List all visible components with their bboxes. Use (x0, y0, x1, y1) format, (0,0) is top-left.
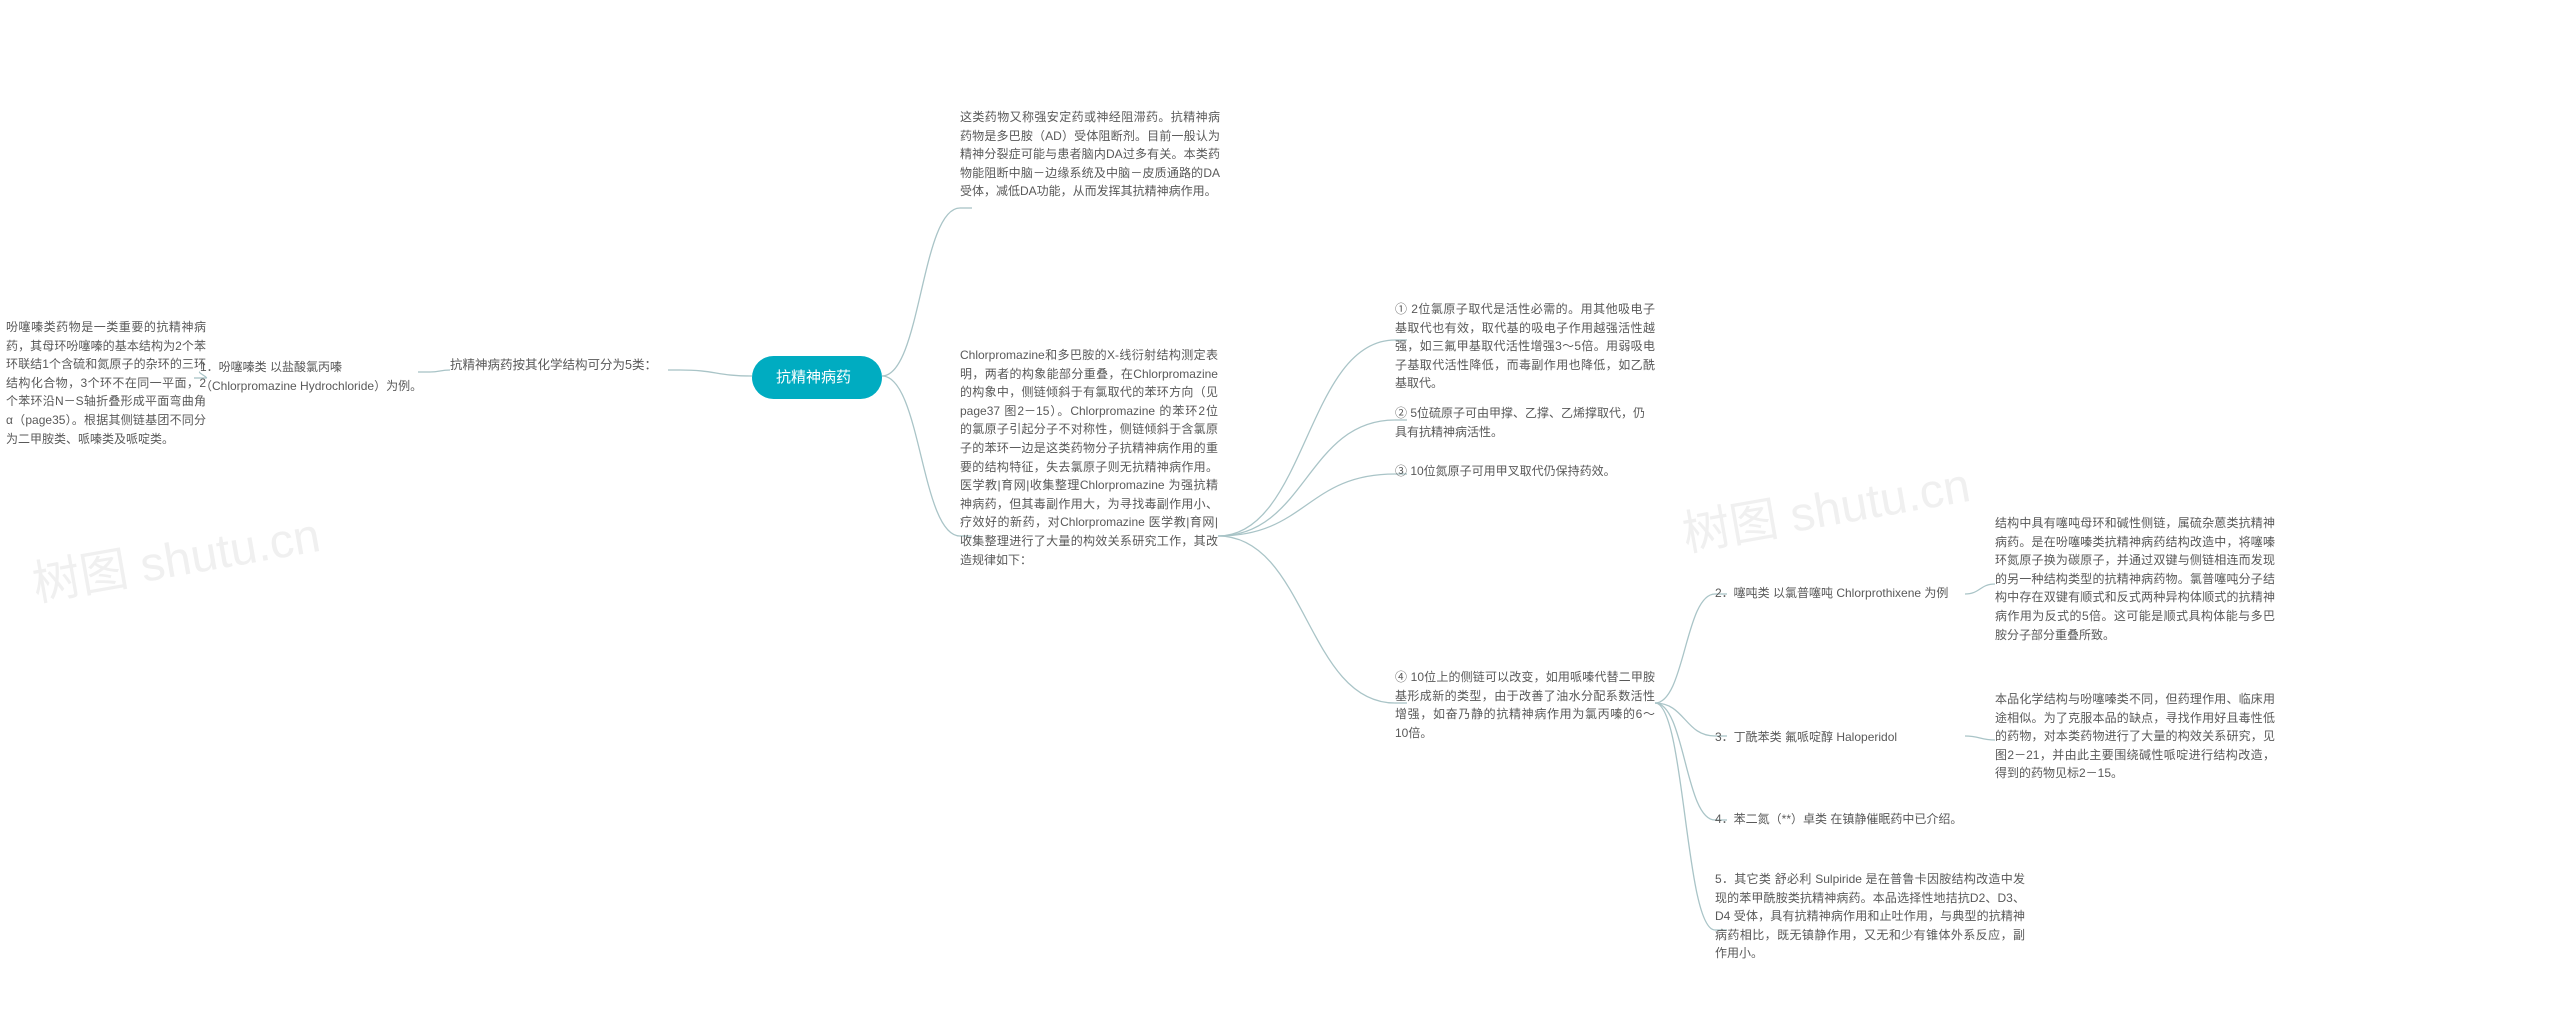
sar-paragraph: Chlorpromazine和多巴胺的X-线衍射结构测定表明，两者的构象能部分重… (960, 346, 1218, 569)
butyrophenone-desc: 本品化学结构与吩噻嗪类不同，但药理作用、临床用途相似。为了克服本品的缺点，寻找作… (1995, 690, 2275, 783)
mindmap-edges (0, 0, 2560, 1013)
intro-paragraph: 这类药物又称强安定药或神经阻滞药。抗精神病药物是多巴胺（AD）受体阻断剂。目前一… (960, 108, 1220, 201)
phenothiazine-description: 吩噻嗪类药物是一类重要的抗精神病药，其母环吩噻嗪的基本结构为2个苯环联结1个含硫… (6, 318, 206, 448)
watermark: 树图 shutu.cn (1676, 445, 1975, 564)
thioxanthene-desc: 结构中具有噻吨母环和碱性侧链，属硫杂蒽类抗精神病药。是在吩噻嗪类抗精神病药结构改… (1995, 514, 2275, 644)
watermark: 树图 shutu.cn (26, 495, 325, 614)
phenothiazine-chlorpromazine: 1．吩噻嗪类 以盐酸氯丙嗪（Chlorpromazine Hydrochlori… (200, 358, 430, 395)
benzodiazepine-branch: 4．苯二氮（**）卓类 在镇静催眠药中已介绍。 (1715, 810, 2015, 829)
center-node[interactable]: 抗精神病药 (752, 356, 882, 399)
five-classes-heading: 抗精神病药按其化学结构可分为5类： (450, 356, 680, 375)
butyrophenone-title: 3．丁酰苯类 氟哌啶醇 Haloperidol (1715, 730, 1897, 744)
thioxanthene-branch: 2．噻吨类 以氯普噻吨 Chlorprothixene 为例 (1715, 584, 1965, 603)
sar-rule-4: ④ 10位上的侧链可以改变，如用哌嗪代替二甲胺基形成新的类型，由于改善了油水分配… (1395, 668, 1655, 742)
butyrophenone-branch: 3．丁酰苯类 氟哌啶醇 Haloperidol (1715, 728, 1965, 747)
sar-rule-3: ③ 10位氮原子可用甲叉取代仍保持药效。 (1395, 462, 1645, 481)
sar-rule-1: ① 2位氯原子取代是活性必需的。用其他吸电子基取代也有效，取代基的吸电子作用越强… (1395, 300, 1655, 393)
other-sulpiride-branch: 5．其它类 舒必利 Sulpiride 是在普鲁卡因胺结构改造中发现的苯甲酰胺类… (1715, 870, 2025, 963)
thioxanthene-title: 2．噻吨类 以氯普噻吨 Chlorprothixene 为例 (1715, 586, 1948, 600)
sar-rule-2: ② 5位硫原子可由甲撑、乙撑、乙烯撑取代，仍具有抗精神病活性。 (1395, 404, 1645, 441)
